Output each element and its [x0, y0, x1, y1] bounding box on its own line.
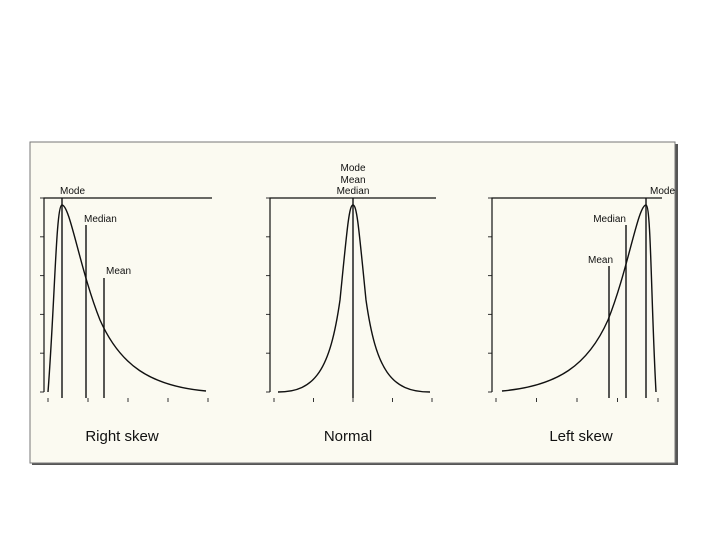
axis — [43, 197, 212, 392]
curve — [47, 204, 207, 393]
mean-label: Mean — [340, 175, 365, 186]
caption: Right skew — [85, 428, 159, 445]
mean-label: Mean — [588, 255, 613, 266]
mode-label: Mode — [60, 186, 85, 197]
median-label: Median — [84, 214, 117, 225]
panel-right-skew: Mode Median Mean Right skew — [43, 186, 212, 445]
median-label: Median — [337, 186, 370, 197]
panel-normal: Mode Mean Median Normal — [269, 163, 436, 445]
curve — [501, 204, 657, 393]
mode-label: Mode — [340, 163, 365, 174]
caption: Normal — [324, 428, 372, 445]
panel-left-skew: Mode Median Mean Left skew — [491, 186, 675, 445]
mean-label: Mean — [106, 266, 131, 277]
mode-label: Mode — [650, 186, 675, 197]
ticks — [40, 197, 659, 402]
axis — [491, 197, 662, 392]
median-label: Median — [593, 214, 626, 225]
caption: Left skew — [549, 428, 613, 445]
axis — [269, 197, 436, 392]
